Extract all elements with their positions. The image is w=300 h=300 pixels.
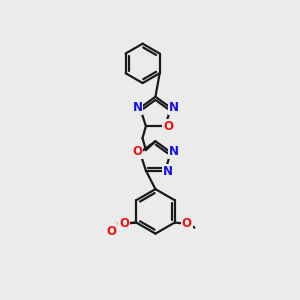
Text: O: O: [117, 218, 127, 231]
Text: N: N: [132, 100, 142, 114]
Text: O: O: [132, 145, 142, 158]
Text: O: O: [164, 120, 173, 133]
Text: N: N: [169, 145, 178, 158]
Text: N: N: [169, 100, 178, 114]
Text: O: O: [119, 217, 129, 230]
Text: O: O: [182, 217, 192, 230]
Text: N: N: [163, 165, 172, 178]
Text: O: O: [106, 225, 116, 239]
